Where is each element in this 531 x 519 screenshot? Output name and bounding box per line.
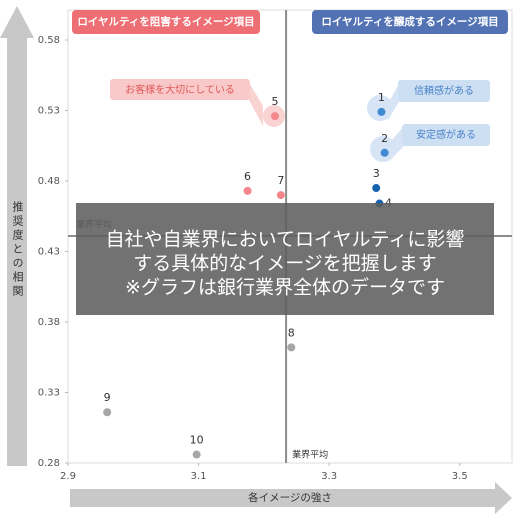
x-tick-label: 2.9	[60, 471, 76, 482]
point	[243, 186, 252, 195]
x-tick-label: 3.3	[321, 471, 337, 482]
overlay-text: ※グラフは銀行業界全体のデータです	[125, 277, 445, 299]
point-label: 2	[381, 132, 388, 145]
point-label: 3	[373, 167, 380, 180]
y-tick-label: 0.48	[38, 176, 60, 187]
callout-text: 安定感がある	[416, 128, 476, 141]
callout-highlight	[370, 136, 396, 162]
y-tick-label: 0.28	[38, 458, 60, 469]
reference-label: 業界平均	[292, 449, 328, 461]
x-tick-label: 3.5	[452, 471, 468, 482]
point	[103, 408, 112, 417]
callout-highlight	[367, 95, 393, 121]
point-label: 5	[271, 95, 278, 108]
point	[372, 184, 381, 193]
point-label: 7	[277, 174, 284, 187]
callout-text: 信頼感がある	[414, 84, 474, 97]
overlay-text: する具体的なイメージを把握します	[133, 253, 437, 275]
callout-box	[402, 124, 490, 146]
header-box	[312, 10, 508, 34]
callout-box	[398, 80, 490, 102]
x-tick-label: 3.1	[191, 471, 207, 482]
y-tick-label: 0.58	[38, 35, 60, 46]
header-right: ロイヤルティを醸成するイメージ項目	[321, 15, 498, 28]
header-box	[72, 10, 260, 34]
overlay-text: 自社や自業界においてロイヤルティに影響	[106, 229, 465, 251]
x-axis-arrow	[70, 482, 512, 514]
point	[192, 450, 201, 459]
point	[276, 191, 285, 200]
y-tick-label: 0.53	[38, 106, 60, 117]
overlay-box	[76, 203, 494, 315]
callout-box	[110, 79, 250, 100]
point	[270, 112, 279, 121]
callout-connector	[248, 81, 263, 126]
y-tick-label: 0.38	[38, 317, 60, 328]
point-label: 6	[244, 170, 251, 183]
point-label: 9	[104, 391, 111, 404]
y-axis-title: 推奨度との相関	[11, 200, 24, 299]
point	[377, 107, 386, 116]
y-axis-arrow	[0, 6, 34, 466]
y-tick-label: 0.43	[38, 247, 60, 258]
point	[287, 343, 296, 352]
point-label: 1	[378, 91, 385, 104]
callout-text: お客様を大切にしている	[125, 83, 235, 96]
y-tick-label: 0.33	[38, 388, 60, 399]
point-label: 10	[190, 434, 204, 447]
point-label: 8	[288, 326, 295, 339]
point	[380, 148, 389, 157]
x-axis-title: 各イメージの強さ	[248, 491, 332, 504]
header-left: ロイヤルティを阻害するイメージ項目	[77, 15, 254, 28]
